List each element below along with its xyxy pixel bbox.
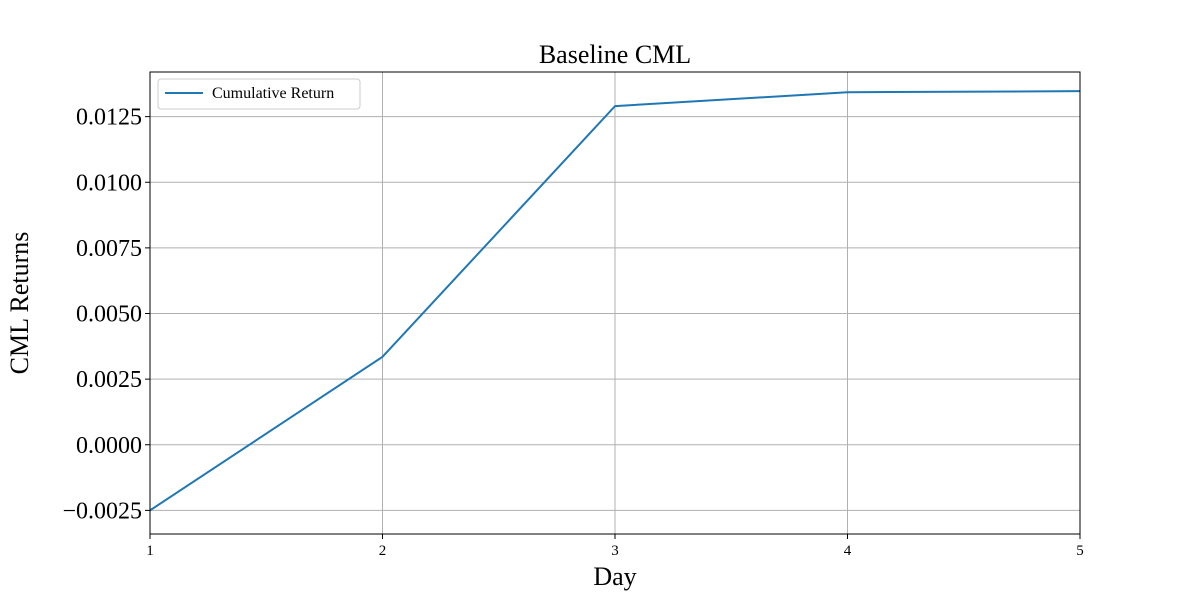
x-axis-label: Day <box>593 562 636 591</box>
x-axis: 1 2 3 4 5 <box>146 534 1084 559</box>
y-tick-label: 0.0075 <box>76 236 142 262</box>
x-tick-label: 5 <box>1076 543 1084 559</box>
y-axis-label: CML Returns <box>5 232 34 375</box>
x-tick-label: 2 <box>379 543 387 559</box>
x-tick-label: 1 <box>146 543 154 559</box>
y-tick-label: 0.0000 <box>76 433 142 459</box>
legend-label: Cumulative Return <box>212 85 334 102</box>
y-tick-label: 0.0025 <box>76 367 142 393</box>
y-tick-label: 0.0125 <box>76 105 142 131</box>
x-tick-label: 3 <box>611 543 619 559</box>
y-tick-label: 0.0050 <box>76 302 142 328</box>
chart-title: Baseline CML <box>539 40 691 69</box>
legend: Cumulative Return <box>157 78 361 110</box>
y-tick-label: 0.0100 <box>76 170 142 196</box>
grid-layer <box>149 72 1081 534</box>
y-tick-label: −0.0025 <box>62 498 142 524</box>
y-axis: −0.0025 0.0000 0.0025 0.0050 0.0075 0.0100 0.0… <box>62 105 150 524</box>
legend-box <box>157 78 361 110</box>
x-tick-label: 4 <box>844 543 852 559</box>
